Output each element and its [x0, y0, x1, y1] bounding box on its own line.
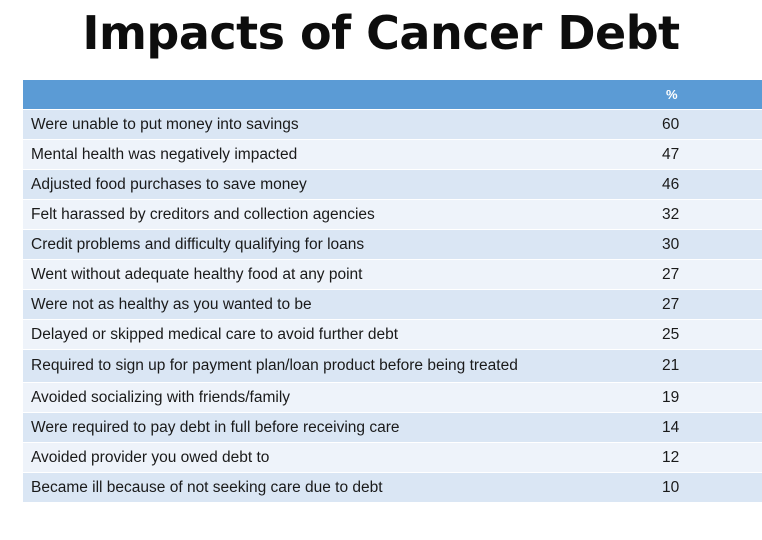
- header-label-cell: [23, 80, 638, 110]
- page-title: Impacts of Cancer Debt: [82, 6, 680, 60]
- row-label: Avoided socializing with friends/family: [23, 382, 638, 413]
- row-label: Became ill because of not seeking care d…: [23, 472, 638, 502]
- table-row: Went without adequate healthy food at an…: [23, 259, 762, 290]
- table-row: Avoided socializing with friends/family 1…: [23, 382, 762, 413]
- row-label: Adjusted food purchases to save money: [23, 169, 638, 200]
- table-row: Avoided provider you owed debt to 12: [23, 442, 762, 473]
- table-header-row: %: [23, 80, 762, 110]
- table-row: Were not as healthy as you wanted to be 2…: [23, 289, 762, 320]
- table-row: Became ill because of not seeking care d…: [23, 472, 762, 502]
- row-value: 14: [638, 412, 762, 443]
- table-row: Adjusted food purchases to save money 46: [23, 169, 762, 200]
- row-value: 12: [638, 442, 762, 473]
- row-value: 25: [638, 319, 762, 350]
- data-table: % Were unable to put money into savings 6…: [23, 80, 762, 502]
- table-body: Were unable to put money into savings 60 M…: [23, 109, 762, 502]
- row-value: 30: [638, 229, 762, 260]
- table-row: Mental health was negatively impacted 47: [23, 139, 762, 170]
- row-value: 27: [638, 259, 762, 290]
- row-label: Delayed or skipped medical care to avoid…: [23, 319, 638, 350]
- row-label: Felt harassed by creditors and collectio…: [23, 199, 638, 230]
- row-label: Avoided provider you owed debt to: [23, 442, 638, 473]
- table-row: Felt harassed by creditors and collectio…: [23, 199, 762, 230]
- row-value: 19: [638, 382, 762, 413]
- table-row: Credit problems and difficulty qualifyin…: [23, 229, 762, 260]
- row-label: Mental health was negatively impacted: [23, 139, 638, 170]
- row-value: 10: [638, 472, 762, 502]
- table-row: Delayed or skipped medical care to avoid…: [23, 319, 762, 350]
- row-label: Went without adequate healthy food at an…: [23, 259, 638, 290]
- row-label: Were required to pay debt in full before…: [23, 412, 638, 443]
- row-value: 60: [638, 109, 762, 140]
- row-label: Were not as healthy as you wanted to be: [23, 289, 638, 320]
- row-label: Credit problems and difficulty qualifyin…: [23, 229, 638, 260]
- table-row: Required to sign up for payment plan/loa…: [23, 349, 762, 383]
- row-label: Required to sign up for payment plan/loa…: [23, 349, 638, 383]
- row-label: Were unable to put money into savings: [23, 109, 638, 140]
- row-value: 47: [638, 139, 762, 170]
- row-value: 32: [638, 199, 762, 230]
- table-row: Were required to pay debt in full before…: [23, 412, 762, 443]
- row-value: 46: [638, 169, 762, 200]
- row-value: 21: [638, 349, 762, 383]
- row-value: 27: [638, 289, 762, 320]
- header-percent-cell: %: [638, 80, 762, 110]
- table-row: Were unable to put money into savings 60: [23, 109, 762, 140]
